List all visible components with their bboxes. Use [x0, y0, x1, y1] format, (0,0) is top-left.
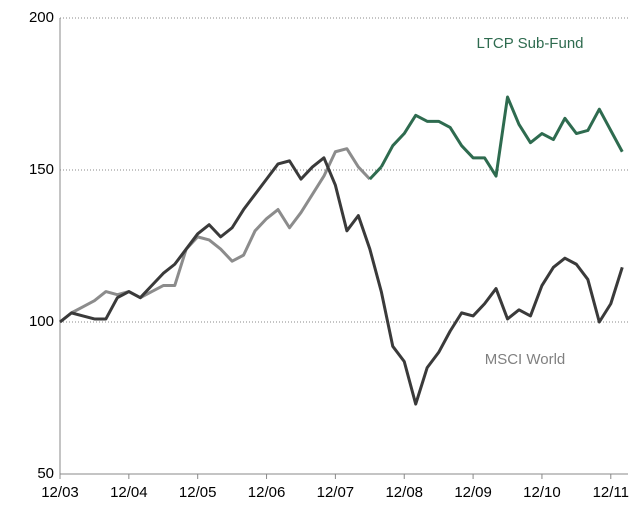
x-tick-label: 12/08 — [385, 484, 423, 501]
y-tick-label: 150 — [29, 161, 54, 178]
y-tick-label: 200 — [29, 9, 54, 26]
series-label: MSCI World — [485, 351, 566, 368]
y-tick-label: 100 — [29, 313, 54, 330]
series-connector — [368, 165, 383, 181]
series-label: LTCP Sub-Fund — [477, 35, 584, 52]
x-tick-label: 12/03 — [41, 484, 79, 501]
x-tick-label: 12/10 — [523, 484, 561, 501]
x-tick-label: 12/11 — [593, 484, 629, 501]
series-line — [59, 147, 371, 324]
x-tick-label: 12/07 — [317, 484, 355, 501]
y-tick-label: 50 — [37, 465, 54, 482]
x-tick-label: 12/09 — [454, 484, 492, 501]
x-tick-label: 12/06 — [248, 484, 286, 501]
x-tick-label: 12/05 — [179, 484, 217, 501]
series-line — [59, 156, 624, 406]
x-tick-label: 12/04 — [110, 484, 148, 501]
series-line — [379, 95, 624, 178]
